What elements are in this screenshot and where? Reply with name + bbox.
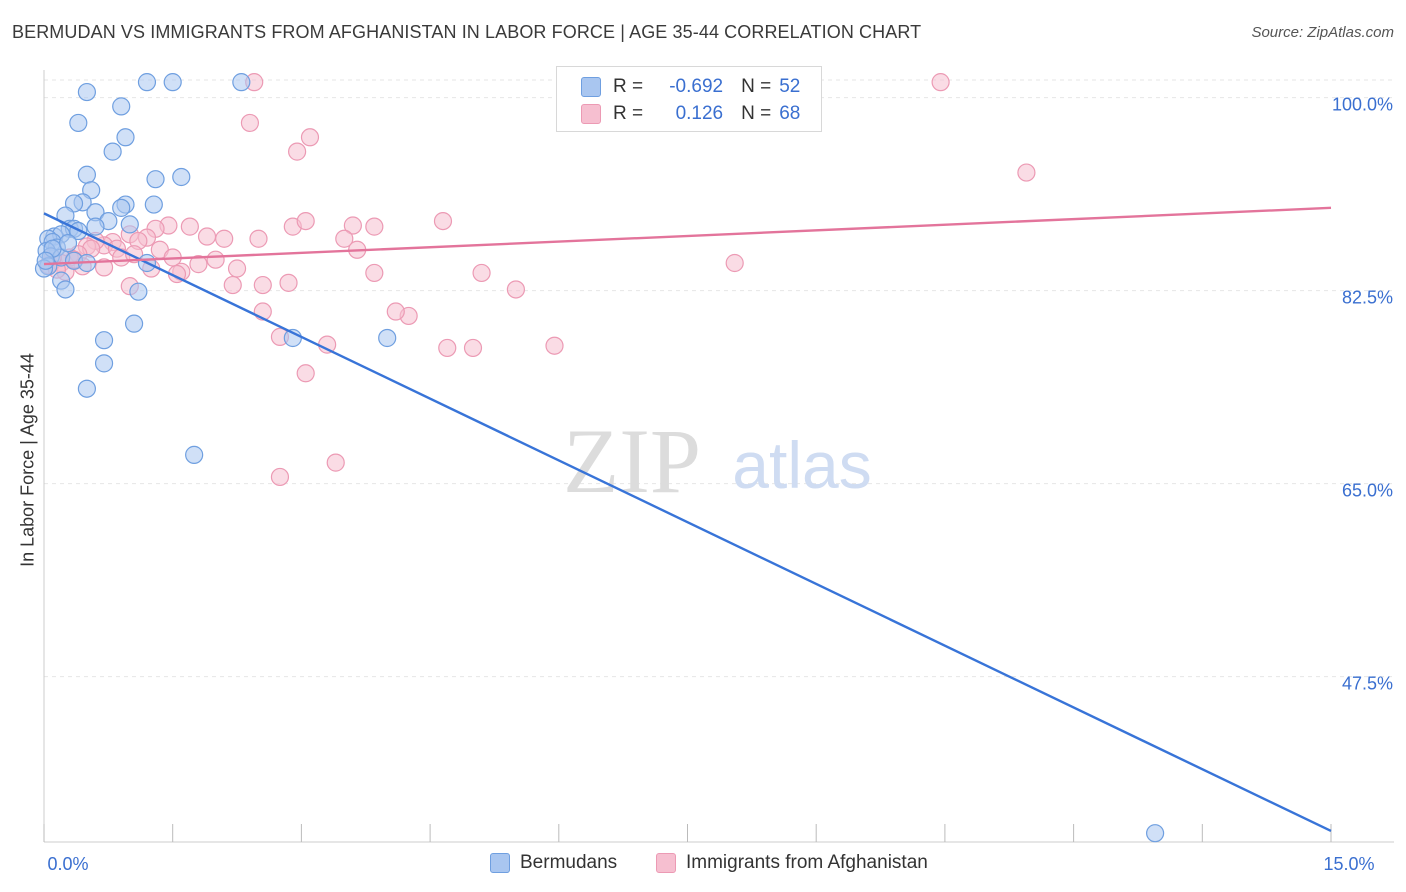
bermudans-point (163, 73, 182, 92)
afghan-legend-swatch (656, 853, 676, 873)
r-value-afghan: 0.126 (675, 103, 724, 124)
stats-legend: R = -0.692 N = 52 R = 0.126 N = 68 (556, 66, 822, 132)
source-credit: Source: ZipAtlas.com (1251, 24, 1394, 41)
bermudans-point (58, 234, 78, 253)
n-value-bermudans: 52 (779, 76, 801, 97)
legend-row-bermudans: R = -0.692 N = 52 (581, 74, 800, 100)
afghan-point (296, 211, 315, 231)
afghan-point (365, 263, 384, 283)
bermudans-legend-swatch (490, 853, 510, 873)
afghan-point (227, 259, 247, 278)
bermudans-point (86, 217, 105, 236)
afghan-point (180, 217, 199, 236)
afghan-point (931, 73, 950, 92)
bermudans-point (112, 97, 131, 116)
chart-title: BERMUDAN VS IMMIGRANTS FROM AFGHANISTAN … (12, 22, 922, 42)
afghan-point (253, 275, 272, 295)
trend-lines (43, 206, 1332, 833)
afghan-point (725, 253, 744, 273)
r-value-bermudans: -0.692 (669, 76, 724, 97)
afghan-point (472, 263, 491, 283)
bermudans-point (36, 251, 55, 270)
tick-labels: 47.5% 65.0% 82.5% 100.0% 0.0% 15.0% (47, 95, 1393, 874)
afghan-legend-label: Immigrants from Afghanistan (686, 852, 928, 873)
afghan-point (223, 275, 242, 295)
n-value-afghan: 68 (779, 103, 801, 124)
bermudans-point (77, 165, 97, 184)
afghan-point (240, 113, 260, 133)
afghan-point (433, 211, 453, 231)
y-axis-label: In Labor Force | Age 35-44 (17, 353, 38, 567)
afghan-point (463, 338, 483, 358)
bermudans-point (120, 215, 139, 234)
bermudans-trend-line (43, 212, 1332, 833)
afghan-point (386, 302, 405, 321)
afghan-point (343, 216, 362, 235)
watermark: ZIP atlas (563, 410, 872, 512)
bermudans-point (232, 73, 251, 92)
afghan-swatch (581, 104, 601, 124)
afghan-point (215, 229, 234, 248)
bottom-legend-afghan[interactable]: Immigrants from Afghanistan (656, 852, 928, 874)
bermudans-point (378, 328, 397, 348)
bermudans-point (77, 82, 97, 102)
bermudans-point (185, 445, 204, 464)
bermudans-point (94, 331, 114, 350)
afghan-point (506, 280, 526, 299)
bermudans-point (1146, 824, 1165, 843)
afghan-point (296, 364, 315, 383)
y-tick-label: 82.5% (1342, 288, 1393, 308)
x-tick-label: 0.0% (47, 854, 88, 874)
afghan-point (300, 128, 320, 147)
afghan-point (365, 217, 384, 236)
axes (43, 70, 1394, 843)
legend-row-afghan: R = 0.126 N = 68 (581, 101, 800, 127)
afghan-point (1017, 163, 1036, 182)
y-tick-label: 65.0% (1342, 481, 1393, 501)
n-label: N = (741, 76, 772, 97)
bermudans-point (103, 142, 122, 161)
bermudans-point (172, 167, 191, 187)
afghan-point (270, 467, 290, 487)
y-tick-label: 47.5% (1342, 674, 1393, 694)
afghan-point (197, 227, 217, 246)
afghan-trend-line (43, 206, 1332, 266)
x-tick-label: 15.0% (1323, 854, 1374, 874)
afghan-point (94, 258, 114, 277)
bermudans-point (146, 170, 165, 189)
bermudans-legend-label: Bermudans (520, 852, 618, 873)
bermudans-point (116, 128, 135, 147)
bermudans-point (112, 198, 131, 217)
afghan-point (545, 336, 564, 355)
afghan-point (438, 338, 457, 358)
afghan-point (326, 453, 345, 472)
watermark-atlas: atlas (732, 428, 871, 502)
r-label: R = (613, 76, 644, 97)
r-label: R = (613, 103, 644, 124)
afghan-point (206, 250, 225, 269)
y-tick-label: 100.0% (1332, 95, 1393, 115)
bottom-legend-bermudans[interactable]: Bermudans (490, 852, 617, 874)
bermudans-point (137, 73, 157, 92)
gridlines (44, 79, 1394, 678)
bermudans-point (124, 314, 144, 333)
afghan-point (279, 273, 298, 292)
bermudans-point (94, 354, 114, 373)
afghan-point (288, 142, 307, 161)
bermudans-swatch (581, 77, 601, 97)
bermudans-point (69, 113, 88, 133)
bermudans-point (129, 282, 148, 301)
n-label: N = (741, 103, 772, 124)
afghan-point (335, 229, 354, 248)
bermudans-point (144, 195, 163, 214)
afghan-point (249, 229, 268, 248)
afghan-point (189, 255, 208, 274)
bermudans-point (56, 280, 75, 299)
bermudans-point (77, 379, 97, 398)
